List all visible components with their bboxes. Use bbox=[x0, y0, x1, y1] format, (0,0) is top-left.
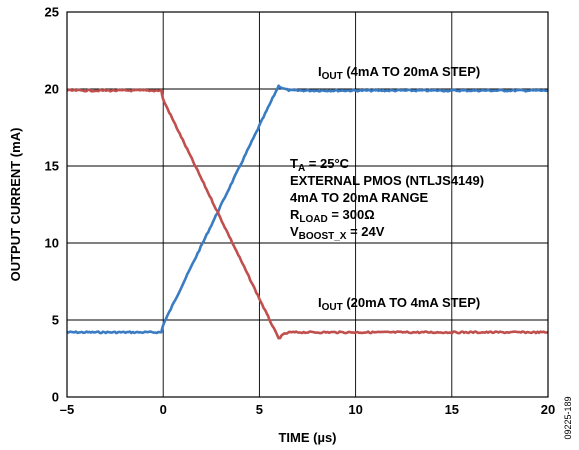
x-tick-label: –5 bbox=[60, 402, 74, 417]
plot-frame bbox=[66, 11, 549, 398]
condition-line: RLOAD = 300Ω bbox=[290, 207, 375, 225]
x-tick-label: 0 bbox=[160, 402, 167, 417]
y-tick-label: 15 bbox=[45, 159, 59, 174]
condition-line: VBOOST_X = 24V bbox=[290, 224, 385, 242]
x-tick-label: 10 bbox=[348, 402, 362, 417]
series-label-20ma-to-4ma: IOUT (20mA TO 4mA STEP) bbox=[318, 295, 480, 313]
x-tick-label: 5 bbox=[256, 402, 263, 417]
y-axis-label: OUTPUT CURRENT (mA) bbox=[8, 128, 23, 282]
y-tick-label: 5 bbox=[52, 313, 59, 328]
grid-lines bbox=[67, 12, 548, 397]
y-tick-label: 10 bbox=[45, 236, 59, 251]
x-tick-label: 20 bbox=[541, 402, 555, 417]
condition-line: 4mA TO 20mA RANGE bbox=[290, 190, 429, 205]
figure-id: 09225-189 bbox=[563, 396, 573, 439]
series-label-4ma-to-20ma: IOUT (4mA TO 20mA STEP) bbox=[318, 64, 480, 82]
y-tick-label: 25 bbox=[45, 5, 59, 20]
series-traces bbox=[66, 84, 549, 340]
condition-line: EXTERNAL PMOS (NTLJS4149) bbox=[290, 173, 484, 188]
y-tick-label: 0 bbox=[52, 390, 59, 405]
condition-line: TA = 25°C bbox=[290, 156, 350, 174]
x-tick-label: 15 bbox=[445, 402, 459, 417]
x-axis-label: TIME (µs) bbox=[278, 430, 336, 445]
series-line-2 bbox=[66, 88, 549, 340]
y-tick-label: 20 bbox=[45, 82, 59, 97]
series-line-1 bbox=[66, 84, 549, 335]
